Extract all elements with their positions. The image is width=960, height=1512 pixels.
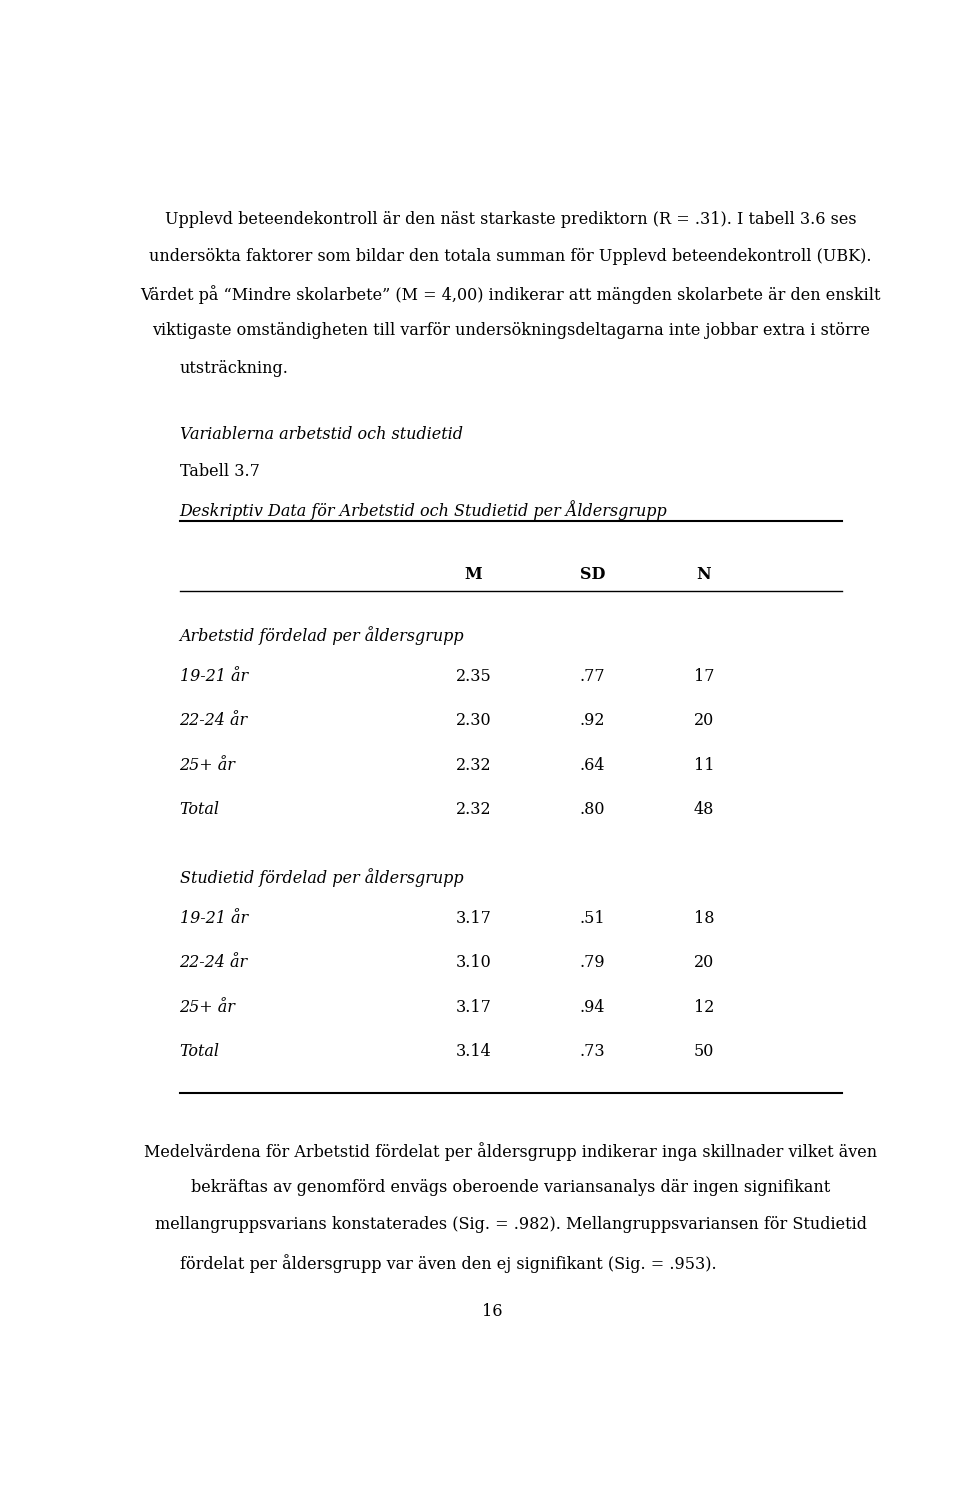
Text: Arbetstid fördelad per åldersgrupp: Arbetstid fördelad per åldersgrupp <box>180 626 464 646</box>
Text: 25+ år: 25+ år <box>180 756 235 774</box>
Text: 22-24 år: 22-24 år <box>180 954 248 972</box>
Text: utsträckning.: utsträckning. <box>180 360 288 376</box>
Text: Total: Total <box>180 1043 220 1060</box>
Text: 3.17: 3.17 <box>455 910 492 927</box>
Text: Studietid fördelad per åldersgrupp: Studietid fördelad per åldersgrupp <box>180 868 463 888</box>
Text: undersökta faktorer som bildar den totala summan för Upplevd beteendekontroll (U: undersökta faktorer som bildar den total… <box>150 248 872 265</box>
Text: Deskriptiv Data för Arbetstid och Studietid per Åldersgrupp: Deskriptiv Data för Arbetstid och Studie… <box>180 500 667 520</box>
Text: viktigaste omständigheten till varför undersökningsdeltagarna inte jobbar extra : viktigaste omständigheten till varför un… <box>152 322 870 339</box>
Text: 3.10: 3.10 <box>456 954 492 972</box>
Text: .73: .73 <box>580 1043 605 1060</box>
Text: Upplevd beteendekontroll är den näst starkaste prediktorn (R = .31). I tabell 3.: Upplevd beteendekontroll är den näst sta… <box>165 210 856 227</box>
Text: Värdet på “Mindre skolarbete” (M = 4,00) indikerar att mängden skolarbete är den: Värdet på “Mindre skolarbete” (M = 4,00)… <box>140 286 881 304</box>
Text: 17: 17 <box>694 668 714 685</box>
Text: 2.30: 2.30 <box>456 712 492 729</box>
Text: M: M <box>465 565 482 582</box>
Text: 2.35: 2.35 <box>456 668 492 685</box>
Text: 16: 16 <box>482 1303 502 1320</box>
Text: .92: .92 <box>580 712 605 729</box>
Text: 19-21 år: 19-21 år <box>180 668 248 685</box>
Text: 19-21 år: 19-21 år <box>180 910 248 927</box>
Text: Tabell 3.7: Tabell 3.7 <box>180 463 259 481</box>
Text: 20: 20 <box>694 954 714 972</box>
Text: .77: .77 <box>580 668 605 685</box>
Text: .80: .80 <box>580 801 605 818</box>
Text: 50: 50 <box>694 1043 714 1060</box>
Text: Medelvärdena för Arbetstid fördelat per åldersgrupp indikerar inga skillnader vi: Medelvärdena för Arbetstid fördelat per … <box>144 1142 877 1161</box>
Text: .94: .94 <box>580 999 605 1016</box>
Text: Variablerna arbetstid och studietid: Variablerna arbetstid och studietid <box>180 426 463 443</box>
Text: 3.17: 3.17 <box>455 999 492 1016</box>
Text: 18: 18 <box>694 910 714 927</box>
Text: Total: Total <box>180 801 220 818</box>
Text: 2.32: 2.32 <box>456 756 492 774</box>
Text: 11: 11 <box>694 756 714 774</box>
Text: N: N <box>697 565 711 582</box>
Text: 2.32: 2.32 <box>456 801 492 818</box>
Text: 48: 48 <box>694 801 714 818</box>
Text: 25+ år: 25+ år <box>180 999 235 1016</box>
Text: mellangruppsvarians konstaterades (Sig. = .982). Mellangruppsvariansen för Studi: mellangruppsvarians konstaterades (Sig. … <box>155 1217 867 1234</box>
Text: .64: .64 <box>580 756 605 774</box>
Text: .51: .51 <box>580 910 605 927</box>
Text: 20: 20 <box>694 712 714 729</box>
Text: .79: .79 <box>580 954 605 972</box>
Text: 12: 12 <box>694 999 714 1016</box>
Text: SD: SD <box>580 565 605 582</box>
Text: 22-24 år: 22-24 år <box>180 712 248 729</box>
Text: fördelat per åldersgrupp var även den ej signifikant (Sig. = .953).: fördelat per åldersgrupp var även den ej… <box>180 1253 716 1273</box>
Text: bekräftas av genomförd envägs oberoende variansanalys där ingen signifikant: bekräftas av genomförd envägs oberoende … <box>191 1179 830 1196</box>
Text: 3.14: 3.14 <box>456 1043 492 1060</box>
